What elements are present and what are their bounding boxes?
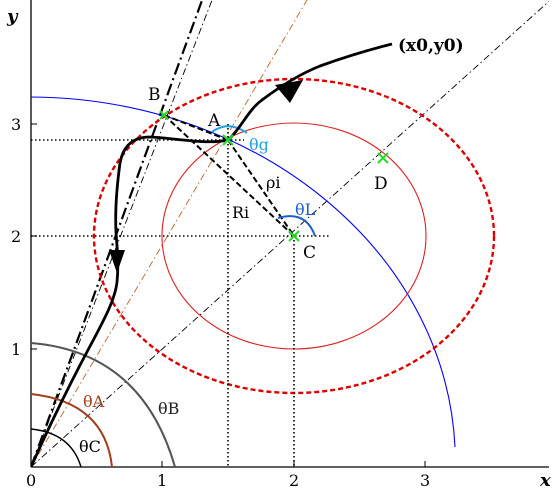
ray-to-B-thin <box>31 0 213 467</box>
x-ticks: 0 1 2 3 x <box>26 461 551 490</box>
y-tick-3: 3 <box>11 115 21 134</box>
trajectory-arrow-upper <box>275 80 303 103</box>
theta-B-label: θB <box>158 399 179 418</box>
ray-to-D <box>31 0 549 467</box>
x-tick-2: 2 <box>289 471 299 490</box>
label-C: C <box>303 243 316 263</box>
ray-to-B-thick <box>31 0 204 467</box>
label-A: A <box>207 111 221 131</box>
start-label-text: (x0,y0) <box>398 36 464 56</box>
y-ticks: 1 2 3 y <box>6 6 37 359</box>
y-tick-1: 1 <box>11 340 21 359</box>
x-tick-1: 1 <box>157 471 167 490</box>
x-axis-label: x <box>539 470 551 490</box>
y-tick-2: 2 <box>11 227 21 246</box>
start-point-label: (x0,y0) <box>398 36 464 56</box>
theta-C-arc <box>31 428 82 467</box>
label-B: B <box>148 85 161 105</box>
distance-segments <box>163 114 295 237</box>
marker-B <box>159 110 169 120</box>
theta-L-arc <box>277 215 316 237</box>
y-axis-label: y <box>6 6 19 27</box>
marker-C <box>288 230 300 242</box>
theta-L-label: θL <box>295 200 316 219</box>
theta-B-arc <box>31 342 176 467</box>
R-label: Ri <box>232 203 249 222</box>
plot-frame <box>30 0 549 468</box>
theta-g-label: θg <box>249 135 269 154</box>
marker-A <box>222 134 234 146</box>
theta-A-label: θA <box>83 392 105 411</box>
theta-C-label: θC <box>79 437 101 456</box>
label-D: D <box>374 174 388 194</box>
x-tick-3: 3 <box>420 471 430 490</box>
theta-A-arc <box>31 393 113 467</box>
blue-arc <box>31 96 456 448</box>
marker-D <box>377 152 389 164</box>
ray-to-A <box>31 0 308 467</box>
trajectory-path <box>31 42 393 467</box>
rho-label: ρi <box>266 173 281 192</box>
x-tick-0: 0 <box>26 471 36 490</box>
trajectory-arrow-lower <box>109 250 125 273</box>
projection-lines <box>31 124 330 467</box>
theta-g-arc <box>211 125 248 134</box>
